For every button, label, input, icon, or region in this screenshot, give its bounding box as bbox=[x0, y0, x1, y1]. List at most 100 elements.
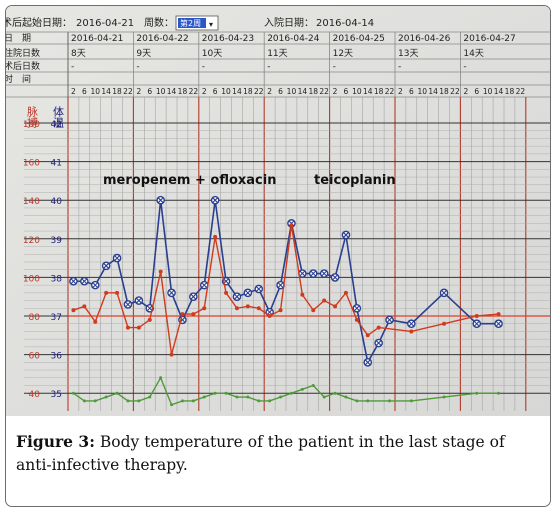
pulse-tick-label: 60 bbox=[29, 352, 41, 362]
respiration-point bbox=[82, 399, 86, 403]
respiration-point bbox=[224, 391, 228, 395]
pulse-point bbox=[365, 333, 370, 338]
hour-label: 22 bbox=[254, 87, 264, 96]
respiration-point bbox=[235, 395, 239, 399]
pulse-tick-label: 160 bbox=[23, 159, 40, 169]
pulse-point bbox=[245, 304, 250, 309]
temperature-point-mark bbox=[212, 197, 219, 204]
hour-label: 18 bbox=[112, 87, 122, 96]
hour-label: 6 bbox=[474, 87, 479, 96]
pulse-point bbox=[496, 312, 501, 317]
temperature-point-mark bbox=[201, 282, 208, 289]
hour-label: 22 bbox=[516, 87, 526, 96]
temperature-point-mark bbox=[125, 301, 131, 308]
date-label: 2016-04-23 bbox=[202, 34, 254, 44]
postop-day-label: - bbox=[136, 62, 139, 72]
pulse-tick-label: 80 bbox=[29, 313, 41, 323]
temp-tick-label: 36 bbox=[51, 352, 63, 362]
respiration-point bbox=[409, 399, 413, 403]
hour-label: 2 bbox=[398, 87, 403, 96]
hour-label: 18 bbox=[374, 87, 384, 96]
week-label: 周数： bbox=[144, 16, 174, 29]
hour-row: 2 6 10 14 18 22 2 6 10 14 18 22 2 6 10 14 18 22 2 6 10 14 18 22… bbox=[71, 87, 525, 96]
caption-text: Body temperature of the patient in the l… bbox=[16, 433, 505, 474]
temp-tick-label: 38 bbox=[51, 274, 63, 284]
respiration-point bbox=[148, 395, 152, 399]
postop-day-label: - bbox=[333, 62, 336, 72]
hospital-day-label: 9天 bbox=[136, 49, 151, 59]
pulse-point bbox=[289, 223, 294, 228]
pulse-point bbox=[343, 290, 348, 295]
temperature-point-mark bbox=[321, 270, 328, 277]
pulse-point bbox=[322, 298, 327, 303]
hour-label: 14 bbox=[428, 87, 438, 96]
temperature-point-mark bbox=[70, 278, 77, 285]
respiration-point bbox=[115, 391, 119, 395]
pulse-point bbox=[474, 314, 479, 318]
postop-day-label: - bbox=[398, 62, 401, 72]
respiration-point bbox=[246, 395, 250, 399]
photo-background bbox=[6, 6, 550, 416]
hour-label: 6 bbox=[344, 87, 349, 96]
pulse-point bbox=[409, 329, 414, 334]
pulse-point bbox=[300, 292, 305, 297]
respiration-point bbox=[333, 391, 337, 395]
admit-date-value: 2016-04-14 bbox=[316, 18, 374, 29]
respiration-point bbox=[355, 399, 359, 403]
hour-label: 18 bbox=[243, 87, 253, 96]
hour-label: 10 bbox=[352, 87, 362, 96]
respiration-point bbox=[191, 399, 195, 403]
plot-grid bbox=[24, 97, 550, 411]
respiration-point bbox=[202, 395, 206, 399]
temperature-point-mark bbox=[244, 289, 251, 296]
pulse-point bbox=[311, 308, 316, 313]
hour-label: 14 bbox=[298, 87, 308, 96]
pulse-point bbox=[256, 306, 261, 311]
hour-label: 14 bbox=[101, 87, 111, 96]
hour-label: 22 bbox=[189, 87, 199, 96]
temperature-chart-photo: 术后起始日期： 2016-04-21 周数： 第2周 ▾ 入院日期： 2016-… bbox=[6, 6, 550, 416]
hour-label: 14 bbox=[494, 87, 504, 96]
pulse-point bbox=[213, 234, 218, 239]
respiration-point bbox=[268, 399, 272, 403]
temperature-point-mark bbox=[135, 297, 142, 304]
temperature-point-mark bbox=[473, 320, 480, 327]
pulse-point bbox=[267, 314, 272, 318]
date-label: 2016-04-22 bbox=[136, 34, 188, 44]
admit-date-label: 入院日期： bbox=[264, 16, 314, 29]
temperature-point-mark bbox=[168, 289, 175, 296]
respiration-point bbox=[257, 399, 261, 403]
postop-days-row: ------- bbox=[71, 62, 467, 72]
respiration-point bbox=[279, 395, 283, 399]
hour-label: 6 bbox=[213, 87, 218, 96]
week-select-highlight bbox=[178, 18, 206, 28]
pulse-point bbox=[147, 317, 152, 322]
temperature-point-mark bbox=[495, 320, 502, 327]
hour-label: 2 bbox=[463, 87, 468, 96]
hour-label: 18 bbox=[439, 87, 449, 96]
hour-label: 22 bbox=[123, 87, 133, 96]
temperature-point-mark bbox=[157, 197, 164, 204]
row-label: 住院日数 bbox=[6, 47, 40, 59]
respiration-point bbox=[93, 399, 97, 403]
temperature-point-mark bbox=[310, 270, 317, 277]
temperature-point-mark bbox=[114, 255, 120, 261]
pulse-point bbox=[180, 312, 185, 317]
pulse-tick-label: 40 bbox=[29, 390, 41, 400]
respiration-point bbox=[388, 399, 392, 403]
hour-label: 6 bbox=[82, 87, 87, 96]
respiration-point bbox=[311, 383, 315, 387]
temperature-point-mark bbox=[255, 286, 262, 292]
respiration-point bbox=[322, 395, 326, 399]
hospital-day-label: 14天 bbox=[463, 49, 483, 59]
date-row: 2016-04-21 2016-04-22 2016-04-23 2016-04-24… bbox=[71, 34, 516, 44]
temperature-point-mark bbox=[81, 278, 88, 285]
hour-label: 18 bbox=[178, 87, 188, 96]
figure-frame: 术后起始日期： 2016-04-21 周数： 第2周 ▾ 入院日期： 2016-… bbox=[5, 5, 551, 507]
chevron-down-icon: ▾ bbox=[209, 20, 213, 29]
hour-label: 2 bbox=[136, 87, 141, 96]
hour-label: 10 bbox=[483, 87, 493, 96]
hour-label: 18 bbox=[505, 87, 515, 96]
week-value: 第2周 bbox=[180, 18, 201, 28]
